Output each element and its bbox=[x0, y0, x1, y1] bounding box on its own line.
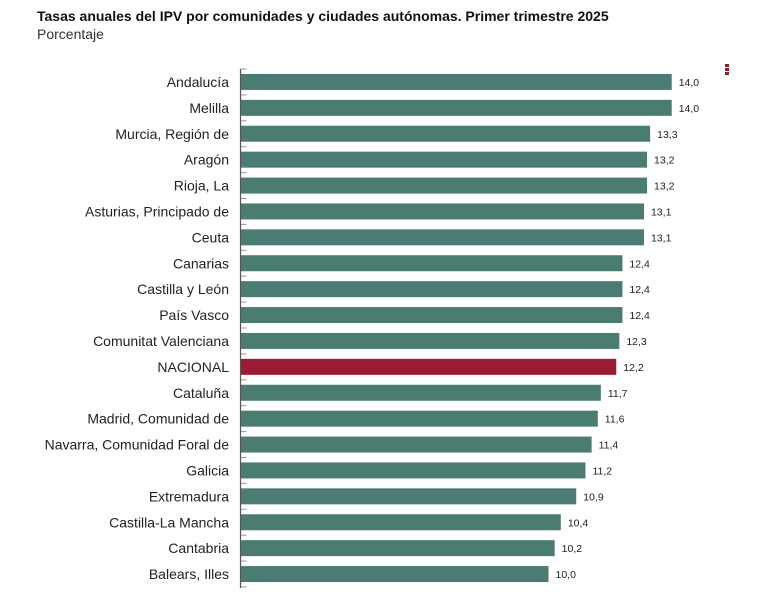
data-label: 12,4 bbox=[629, 284, 650, 296]
category-label: Cantabria bbox=[168, 540, 229, 556]
category-label: Comunitat Valenciana bbox=[93, 333, 229, 349]
bar bbox=[240, 410, 598, 427]
bar bbox=[240, 462, 586, 479]
bar bbox=[240, 99, 672, 116]
bar bbox=[240, 332, 620, 349]
data-label: 11,6 bbox=[605, 414, 625, 426]
category-label: Andalucía bbox=[167, 74, 229, 90]
data-label: 13,2 bbox=[654, 181, 675, 193]
data-label: 11,2 bbox=[592, 465, 612, 477]
category-label: País Vasco bbox=[159, 307, 229, 323]
category-label: Ceuta bbox=[192, 229, 230, 245]
bar bbox=[240, 566, 549, 583]
bar bbox=[240, 436, 592, 453]
category-label: Aragón bbox=[184, 152, 229, 168]
data-label: 14,0 bbox=[679, 103, 700, 115]
bar bbox=[240, 488, 577, 505]
bar bbox=[240, 358, 617, 375]
chart-subtitle: Porcentaje bbox=[37, 26, 104, 42]
vertical-ellipsis-icon[interactable] bbox=[722, 64, 732, 80]
category-label: Castilla-La Mancha bbox=[109, 514, 229, 530]
data-label: 13,2 bbox=[654, 155, 675, 167]
category-label: NACIONAL bbox=[157, 359, 229, 375]
data-label: 11,4 bbox=[599, 440, 619, 452]
data-label: 14,0 bbox=[679, 77, 700, 89]
data-label: 10,4 bbox=[568, 517, 589, 529]
bar bbox=[240, 151, 648, 168]
bar bbox=[240, 540, 555, 557]
category-label: Murcia, Región de bbox=[115, 126, 229, 142]
category-label: Canarias bbox=[173, 255, 229, 271]
bar bbox=[240, 73, 672, 90]
data-label: 10,0 bbox=[556, 569, 577, 581]
bar bbox=[240, 384, 601, 401]
bar bbox=[240, 307, 623, 324]
category-label: Galicia bbox=[186, 462, 229, 478]
category-label: Madrid, Comunidad de bbox=[87, 411, 229, 427]
bar bbox=[240, 125, 651, 142]
category-label: Balears, Illes bbox=[149, 566, 229, 582]
data-label: 12,3 bbox=[626, 336, 647, 348]
data-label: 13,1 bbox=[651, 206, 672, 218]
data-label: 13,3 bbox=[657, 129, 678, 141]
category-label: Extremadura bbox=[149, 488, 229, 504]
category-label: Navarra, Comunidad Foral de bbox=[45, 437, 230, 453]
data-label: 11,7 bbox=[608, 388, 628, 400]
data-label: 12,2 bbox=[623, 362, 644, 374]
bar bbox=[240, 281, 623, 298]
category-label: Cataluña bbox=[173, 385, 229, 401]
category-label: Rioja, La bbox=[174, 178, 229, 194]
bar bbox=[240, 177, 648, 194]
data-label: 13,1 bbox=[651, 232, 672, 244]
category-label: Castilla y León bbox=[137, 281, 229, 297]
bar bbox=[240, 229, 644, 246]
data-label: 10,9 bbox=[583, 491, 604, 503]
bar bbox=[240, 255, 623, 272]
data-label: 12,4 bbox=[629, 258, 650, 270]
data-label: 12,4 bbox=[629, 310, 650, 322]
bar bbox=[240, 203, 644, 220]
category-label: Melilla bbox=[189, 100, 229, 116]
bar bbox=[240, 514, 561, 531]
data-label: 10,2 bbox=[562, 543, 583, 555]
category-label: Asturias, Principado de bbox=[85, 203, 229, 219]
chart-title: Tasas anuales del IPV por comunidades y … bbox=[37, 8, 609, 24]
